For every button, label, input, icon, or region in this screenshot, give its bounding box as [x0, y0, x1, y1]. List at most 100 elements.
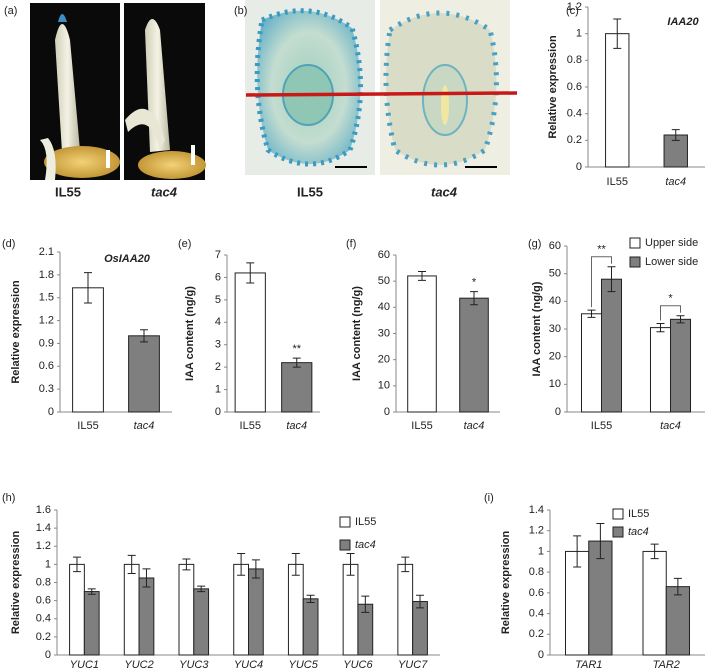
y-tick-label: 1.2 — [36, 540, 51, 552]
error-bar — [607, 266, 616, 293]
y-tick-label: 1.4 — [529, 504, 544, 516]
y-tick-label: 30 — [378, 327, 390, 339]
y-tick-label: 5 — [215, 294, 221, 306]
y-tick-label: 2.1 — [39, 246, 54, 258]
x-tick-label: IL55 — [77, 420, 98, 432]
legend-swatch — [339, 539, 351, 551]
legend-label: IL55 — [355, 516, 376, 528]
y-tick-label: 0.8 — [36, 576, 51, 588]
bar — [605, 33, 630, 168]
y-tick-label: 0 — [384, 406, 390, 418]
legend-swatch — [339, 516, 351, 528]
y-tick-label: 50 — [549, 268, 561, 280]
y-tick-label: 2 — [215, 361, 221, 373]
y-tick-label: 0.8 — [529, 566, 544, 578]
bar — [248, 568, 264, 656]
bar — [412, 601, 428, 656]
error-bar — [573, 535, 582, 568]
error-bar — [401, 556, 410, 573]
panel-label: (h) — [2, 492, 15, 504]
error-bar — [127, 554, 136, 574]
photo-caption: tac4 — [151, 184, 178, 199]
error-bar — [140, 329, 148, 343]
x-tick-label: YUC5 — [289, 659, 319, 671]
bar — [128, 335, 160, 413]
x-tick-label: YUC2 — [124, 659, 153, 671]
error-bar — [251, 559, 260, 579]
y-tick-label: 60 — [549, 240, 561, 252]
y-tick-label: 10 — [378, 380, 390, 392]
photo-caption: IL55 — [55, 184, 81, 199]
legend-swatch — [629, 237, 641, 249]
y-tick-label: 0 — [576, 161, 582, 173]
y-tick-label: 1 — [576, 28, 582, 40]
error-bar — [246, 262, 255, 284]
significance-label: ** — [597, 244, 606, 256]
y-axis-label: IAA content (ng/g) — [351, 286, 363, 381]
y-tick-label: 4 — [215, 316, 221, 328]
y-tick-label: 0.4 — [567, 108, 582, 120]
significance-label: * — [472, 277, 477, 289]
error-bar — [650, 543, 659, 560]
error-bar — [418, 270, 426, 281]
y-tick-label: 1.2 — [39, 314, 54, 326]
bar — [138, 577, 155, 656]
error-bar — [182, 558, 191, 571]
panel-label: (c) — [566, 5, 579, 17]
x-tick-label: tac4 — [464, 420, 485, 432]
chart-title: IAA20 — [667, 16, 699, 28]
y-tick-label: 50 — [378, 275, 390, 287]
x-tick-label: TAR1 — [575, 659, 602, 671]
error-bar — [87, 588, 96, 595]
bar — [407, 275, 437, 413]
panel-label: (e) — [178, 238, 191, 250]
x-tick-label: IL55 — [240, 420, 261, 432]
error-bar — [292, 357, 301, 368]
bar — [670, 318, 692, 413]
x-tick-label: tac4 — [134, 420, 155, 432]
y-tick-label: 0.4 — [36, 613, 51, 625]
panel-label: (b) — [234, 5, 247, 17]
error-bar — [676, 315, 685, 324]
error-bar — [416, 594, 425, 609]
y-tick-label: 0.8 — [567, 54, 582, 66]
bar — [601, 278, 623, 413]
legend-swatch — [612, 508, 624, 520]
y-axis-label: Relative expression — [547, 35, 559, 139]
significance-bracket — [590, 256, 613, 308]
y-tick-label: 1.2 — [529, 525, 544, 537]
legend-label: tac4 — [628, 526, 649, 538]
bar — [193, 588, 210, 656]
error-bar — [237, 553, 246, 576]
y-tick-label: 1.2 — [567, 1, 582, 13]
y-tick-label: 1.4 — [36, 522, 51, 534]
y-tick-label: 40 — [378, 301, 390, 313]
y-tick-label: 1 — [538, 545, 544, 557]
y-tick-label: 20 — [549, 351, 561, 363]
y-tick-label: 1.5 — [39, 292, 54, 304]
y-axis-label: Relative expression — [10, 280, 22, 384]
bar — [342, 563, 359, 656]
y-tick-label: 0.3 — [39, 383, 54, 395]
y-tick-label: 30 — [549, 323, 561, 335]
bar — [69, 563, 85, 656]
error-bar — [291, 553, 300, 576]
y-tick-label: 0 — [215, 406, 221, 418]
y-tick-label: 60 — [378, 249, 390, 261]
panel-label: (i) — [484, 492, 494, 504]
x-tick-label: TAR2 — [653, 659, 680, 671]
bar — [580, 313, 602, 413]
x-tick-label: tac4 — [665, 176, 686, 188]
panel-label: (a) — [4, 5, 17, 17]
panel-label: (f) — [346, 238, 356, 250]
photo-caption: tac4 — [431, 184, 458, 199]
error-bar — [72, 556, 81, 573]
y-tick-label: 3 — [215, 339, 221, 351]
y-tick-label: 0 — [555, 406, 561, 418]
bar — [665, 586, 690, 656]
bar — [233, 563, 249, 656]
panel-label: (g) — [528, 238, 541, 250]
error-bar — [142, 568, 151, 588]
y-tick-label: 40 — [549, 295, 561, 307]
y-axis-label: Relative expression — [500, 531, 512, 635]
